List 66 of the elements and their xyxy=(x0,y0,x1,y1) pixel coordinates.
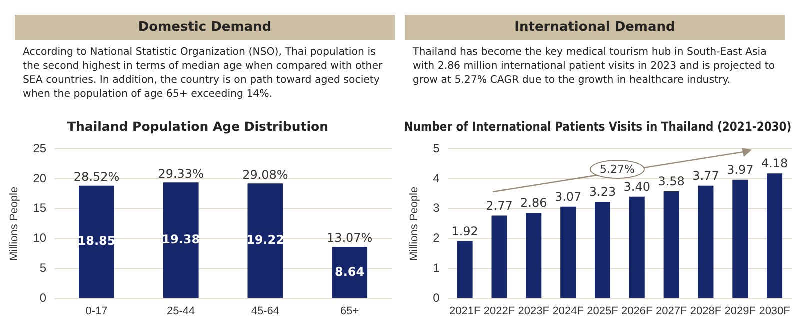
x-tick-label: 2021F xyxy=(449,305,481,318)
x-tick-label: 2030F xyxy=(759,305,791,318)
y-tick-label: 15 xyxy=(33,201,47,216)
text: International Demand xyxy=(405,15,785,40)
chart-title: Thailand Population Age Distribution xyxy=(67,118,329,134)
y-tick-label: 3 xyxy=(433,201,440,216)
x-tick-label: 2025F xyxy=(587,305,619,318)
text: According to National Statistic Organization (NSO), Thai population is the second highest in terms of median age when compared with other SEA countries. In addition, the country is on path toward aged society when the population of age 65+ exceeding 14%. xyxy=(23,46,384,102)
data-label: 3.40 xyxy=(624,180,651,194)
data-label: 3.07 xyxy=(554,190,582,204)
text: Thailand has become the key medical tourism hub in South-East Asia with 2.86 million international patient visits in 2023 and is projected to grow at 5.27% CAGR due to the growth in healthcare industry. xyxy=(413,46,776,88)
x-tick-label: 2023F xyxy=(518,305,550,318)
data-label: 3.23 xyxy=(589,185,616,200)
x-tick-label: 2028F xyxy=(690,305,722,318)
y-tick-label: 4 xyxy=(433,171,440,186)
bar xyxy=(163,182,199,298)
bar xyxy=(492,216,508,298)
y-axis-title: Millions People xyxy=(408,186,421,261)
y-tick-label: 25 xyxy=(33,141,47,156)
data-label: 18.85 xyxy=(78,234,116,248)
annotation: 29.08% xyxy=(242,168,288,182)
x-tick-label: 2027F xyxy=(656,305,688,318)
bar xyxy=(526,213,542,298)
chart-title: Number of International Patients Visits in Thailand (2021-2030) xyxy=(404,118,792,134)
data-label: 2.77 xyxy=(486,198,513,213)
x-tick-label: 2022F xyxy=(484,305,516,318)
data-label: 4.18 xyxy=(761,156,788,171)
y-tick-label: 5 xyxy=(433,141,440,156)
data-label: 1.92 xyxy=(452,224,478,238)
y-tick-label: 10 xyxy=(33,231,47,246)
y-tick-label: 0 xyxy=(40,291,47,306)
annotation: 5.27% xyxy=(590,160,645,179)
annotation: 29.33% xyxy=(158,166,204,181)
y-tick-label: 0 xyxy=(433,291,440,306)
data-label: 8.64 xyxy=(335,264,365,279)
y-axis-title: Millions People xyxy=(8,186,21,261)
y-tick-label: 2 xyxy=(433,231,440,246)
y-tick-label: 1 xyxy=(433,261,440,276)
bar xyxy=(457,241,473,298)
bar xyxy=(332,247,368,298)
bar xyxy=(248,184,284,298)
bar xyxy=(767,174,783,298)
x-tick-label: 0-17 xyxy=(86,305,108,318)
bar xyxy=(732,180,748,298)
data-label: 3.97 xyxy=(727,162,754,177)
y-tick-label: 5 xyxy=(40,261,47,276)
bar xyxy=(698,186,714,298)
data-label: 19.38 xyxy=(162,232,200,247)
bar xyxy=(594,202,610,298)
data-label: 3.77 xyxy=(692,168,720,183)
x-tick-label: 65+ xyxy=(340,305,360,318)
annotation: 13.07% xyxy=(326,231,373,246)
bar xyxy=(629,196,645,298)
data-label: 3.58 xyxy=(658,174,685,189)
bar xyxy=(664,192,680,298)
x-tick-label: 25-44 xyxy=(167,305,196,318)
annotation: 28.52% xyxy=(74,170,120,184)
bar xyxy=(79,186,114,298)
data-label: 2.86 xyxy=(520,196,548,210)
x-tick-label: 2029F xyxy=(724,305,756,318)
x-tick-label: 45-64 xyxy=(251,305,280,318)
y-tick-label: 20 xyxy=(33,171,47,186)
text: Domestic Demand xyxy=(15,15,395,40)
x-tick-label: 2026F xyxy=(622,305,654,318)
x-tick-label: 2024F xyxy=(552,305,584,318)
bar xyxy=(560,206,576,298)
